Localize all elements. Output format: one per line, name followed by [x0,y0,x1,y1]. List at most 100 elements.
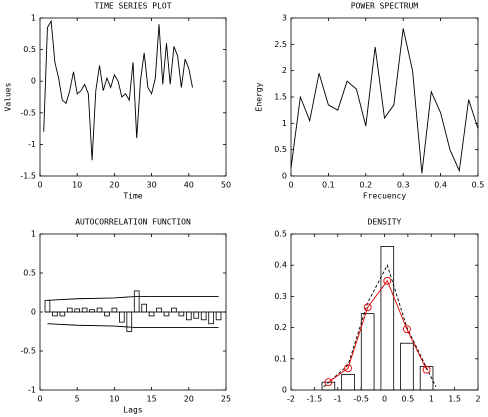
y-tick-label: -1 [28,140,36,149]
series-line [290,28,479,174]
x-tick-label: -0.5 [353,395,369,404]
axes-box [290,17,479,177]
x-tick-label: 0.3 [397,181,410,190]
y-tick-label: 1 [282,119,287,128]
x-tick-label: 10 [72,181,82,190]
x-tick-label: 20 [109,181,119,190]
marker [324,378,333,387]
x-tick-label: 10 [109,395,119,404]
bar [141,303,147,313]
x-tick-label: 0.5 [402,395,415,404]
x-tick-label: 0 [382,395,387,404]
y-tick-label: 0 [31,308,36,317]
bar [208,311,214,325]
marker [344,364,352,373]
series-line [323,264,437,388]
x-tick-label: 30 [147,181,157,190]
x-tick-label: 1 [429,395,434,404]
x-tick-label: 0.4 [434,181,447,190]
y-tick-label: 1 [31,230,36,239]
x-tick-label: 0.2 [359,181,372,190]
y-tick-label: 0.5 [23,269,36,278]
x-tick-label: 0 [37,395,42,404]
x-tick-label: 5 [75,395,80,404]
y-tick-label: 0.5 [274,230,287,239]
y-tick-label: 0.3 [274,292,287,301]
bar [185,311,192,321]
marker [363,303,372,312]
bar [133,290,140,313]
bar [104,311,110,317]
y-tick-label: 2.5 [274,40,287,49]
panel-title: AUTOCORRELATION FUNCTION [75,218,191,227]
bar [193,311,200,319]
panel-title: TIME SERIES PLOT [94,2,171,11]
bar [119,311,125,323]
y-tick-label: 0 [282,386,287,395]
marker [402,325,411,334]
bar [52,311,58,317]
x-tick-label: 0 [37,181,42,190]
x-tick-label: 2 [475,395,480,404]
panel: TIME SERIES PLOT Time Values 0 10 20 30 40 50 -1.… [4,2,232,201]
y-tick-label: -0.5 [20,108,36,117]
x-axis-label: Lags [123,406,142,415]
x-tick-label: 15 [147,395,157,404]
x-tick-label: 50 [221,181,231,190]
bar [66,307,73,313]
y-tick-label: -0.5 [20,347,36,356]
bar [59,311,66,317]
x-tick-label: 0.1 [322,181,335,190]
bar [178,311,185,317]
x-tick-label: -1 [334,395,342,404]
bar [163,311,170,317]
bar [148,311,155,317]
y-tick-label: -1.5 [20,172,36,181]
x-tick-label: 40 [184,181,194,190]
y-axis-label: Values [4,82,13,111]
panel: DENSITY -2 -1.5 -1 -0.5 0 0.5 1 1.5 2 0 0.1 0.2 0.3 0.… [274,218,480,404]
y-tick-label: 0.5 [23,45,36,54]
marker [422,365,431,374]
y-tick-label: 1.5 [274,93,287,102]
bar [200,311,207,321]
y-axis-label: Energy [255,82,264,111]
bar [96,307,103,313]
bar [400,342,414,391]
x-axis-label: Frecuency [363,192,407,201]
y-tick-label: 0.1 [274,354,287,363]
series-line [47,295,219,301]
bar [156,307,162,313]
series-line [328,279,427,383]
y-tick-label: 0.4 [274,261,287,270]
bar [126,311,133,332]
x-tick-label: -2 [287,395,295,404]
bar [360,313,375,391]
x-tick-label: 0 [288,181,293,190]
bar [44,299,51,313]
bar [215,311,222,321]
y-tick-label: 0.5 [274,145,287,154]
x-axis-label: Time [123,192,142,201]
bar [74,308,81,313]
y-tick-label: 0.2 [274,323,287,332]
x-tick-label: 0.5 [472,181,485,190]
y-tick-label: -1 [28,386,36,395]
series-line [47,323,219,329]
y-tick-label: 3 [282,14,287,23]
bar [341,373,355,391]
x-tick-label: 20 [184,395,194,404]
axes-box [39,17,227,177]
y-tick-label: 2 [282,66,287,75]
marker [383,276,392,285]
series-line [43,19,193,161]
bar [171,307,177,313]
y-tick-label: 1 [31,14,36,23]
x-tick-label: 1.5 [448,395,461,404]
panel: POWER SPECTRUM Frecuency Energy 0 0.1 0.2 0.3 0… [255,2,485,201]
x-tick-label: -1.5 [307,395,323,404]
panel-title: DENSITY [368,218,402,227]
x-tick-label: 25 [221,395,231,404]
bar [419,366,434,391]
